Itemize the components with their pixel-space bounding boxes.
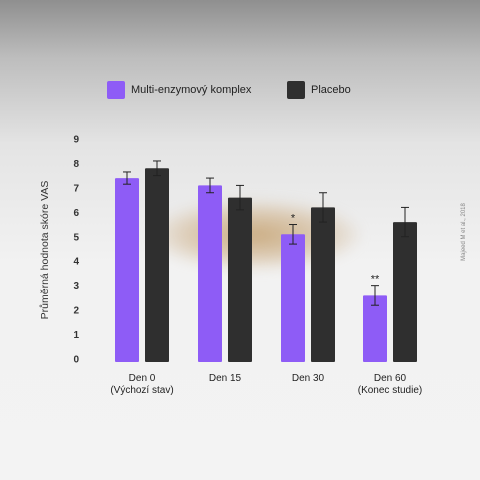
x-tick-label-line: (Konec studie): [358, 385, 422, 396]
y-tick-label: 4: [73, 257, 79, 268]
legend-swatch-placebo: [287, 81, 305, 99]
y-tick-label: 6: [73, 208, 79, 219]
x-tick-label-line: (Výchozí stav): [110, 385, 173, 396]
x-tick-label: Den 0 (Výchozí stav): [110, 373, 173, 396]
legend-item-placebo: Placebo: [287, 81, 351, 99]
significance-marker: **: [371, 274, 380, 286]
y-tick-label: 9: [73, 134, 79, 145]
legend-label-placebo: Placebo: [311, 84, 351, 96]
x-tick-label-line: Den 0: [129, 373, 156, 384]
legend-item-enzyme: Multi-enzymový komplex: [107, 81, 251, 99]
x-tick-label: Den 30: [292, 373, 325, 384]
x-tick-label-line: Den 15: [209, 373, 242, 384]
y-tick-label: 0: [73, 355, 79, 366]
legend-swatch-enzyme: [107, 81, 125, 99]
bar-placebo: [311, 207, 335, 362]
significance-marker: *: [291, 213, 296, 225]
x-tick-label-line: Den 60: [374, 373, 407, 384]
y-tick-label: 2: [73, 306, 79, 317]
bar-enzyme: [363, 295, 387, 362]
y-tick-label: 5: [73, 232, 79, 243]
y-tick-label: 7: [73, 183, 79, 194]
bar-enzyme: [198, 185, 222, 362]
bar-placebo: [228, 197, 252, 362]
x-tick-label-line: Den 30: [292, 373, 325, 384]
y-tick-label: 3: [73, 281, 79, 292]
x-tick-label: Den 15: [209, 373, 242, 384]
bar-placebo: [393, 222, 417, 362]
y-tick-label: 1: [73, 330, 79, 341]
x-tick-label: Den 60 (Konec studie): [358, 373, 422, 396]
legend-label-enzyme: Multi-enzymový komplex: [131, 84, 252, 96]
bar-enzyme: [281, 234, 305, 362]
bar-enzyme: [115, 178, 139, 362]
y-tick-label: 8: [73, 159, 79, 170]
bar-placebo: [145, 168, 169, 362]
